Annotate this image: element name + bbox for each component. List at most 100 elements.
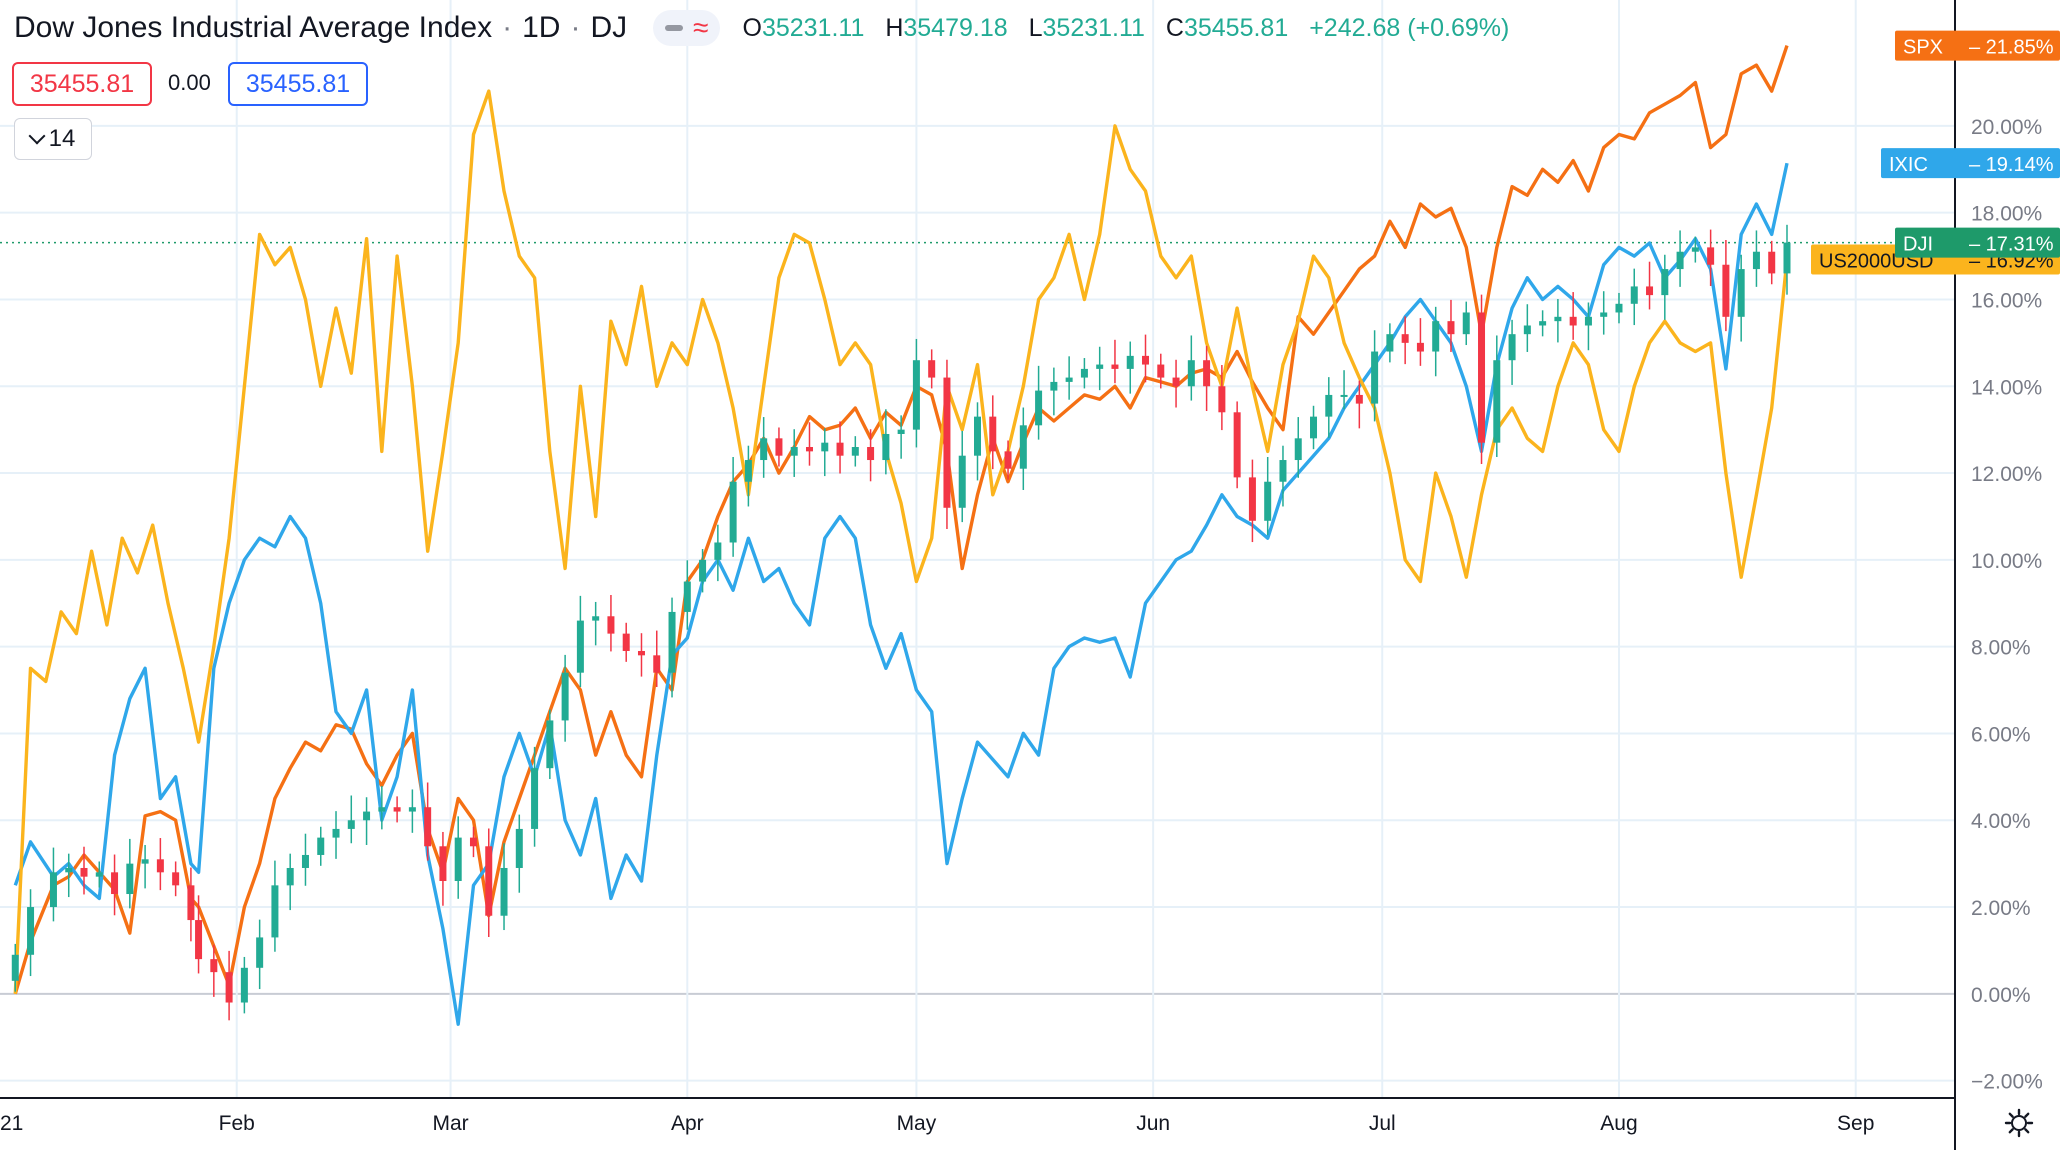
candle-body[interactable] xyxy=(851,447,859,456)
series-line-spx[interactable] xyxy=(13,45,1789,995)
candle-body[interactable] xyxy=(27,907,35,955)
candle-body[interactable] xyxy=(744,460,752,482)
candle-body[interactable] xyxy=(928,360,936,378)
candle-body[interactable] xyxy=(699,559,707,582)
candle-body[interactable] xyxy=(225,972,233,1003)
candle-body[interactable] xyxy=(1172,377,1180,387)
candle-body[interactable] xyxy=(11,954,19,981)
candle-body[interactable] xyxy=(943,377,951,508)
candle-body[interactable] xyxy=(1646,286,1654,296)
candle-body[interactable] xyxy=(1004,451,1012,469)
interval-label[interactable]: 1D xyxy=(522,11,561,44)
candle-body[interactable] xyxy=(1661,269,1669,296)
candle-body[interactable] xyxy=(515,828,523,868)
candle-body[interactable] xyxy=(1600,312,1608,317)
candle-body[interactable] xyxy=(897,429,905,434)
candle-body[interactable] xyxy=(836,442,844,456)
candle-body[interactable] xyxy=(187,885,195,921)
candle-body[interactable] xyxy=(1584,316,1592,326)
candle-body[interactable] xyxy=(576,620,584,673)
candle-body[interactable] xyxy=(1737,269,1745,317)
buy-button[interactable]: 35455.81 xyxy=(228,62,368,106)
candle-body[interactable] xyxy=(439,846,447,882)
series-toggle[interactable]: ≈ xyxy=(653,10,721,46)
candle-body[interactable] xyxy=(1325,394,1333,417)
candle-body[interactable] xyxy=(363,811,371,821)
candle-body[interactable] xyxy=(332,828,340,838)
candle-body[interactable] xyxy=(1447,321,1455,335)
candle-body[interactable] xyxy=(286,867,294,886)
candle-body[interactable] xyxy=(256,937,264,968)
candle-body[interactable] xyxy=(546,720,554,769)
candle-body[interactable] xyxy=(760,438,768,461)
candle-body[interactable] xyxy=(1355,394,1363,404)
candle-body[interactable] xyxy=(1416,342,1424,352)
candle-body[interactable] xyxy=(1508,334,1516,361)
collapse-indicators-button[interactable]: 14 xyxy=(14,118,92,160)
candle-body[interactable] xyxy=(561,672,569,721)
candle-body[interactable] xyxy=(1478,312,1486,443)
candle-body[interactable] xyxy=(156,859,164,873)
candle-body[interactable] xyxy=(141,859,149,864)
candle-body[interactable] xyxy=(1462,312,1470,335)
candle-body[interactable] xyxy=(1218,386,1226,413)
candle-body[interactable] xyxy=(1126,355,1134,369)
candle-body[interactable] xyxy=(668,611,676,673)
candle-body[interactable] xyxy=(80,867,88,877)
candle-body[interactable] xyxy=(317,837,325,855)
candle-body[interactable] xyxy=(301,854,309,868)
candle-body[interactable] xyxy=(653,655,661,673)
candle-body[interactable] xyxy=(989,416,997,452)
candle-body[interactable] xyxy=(531,768,539,829)
candle-body[interactable] xyxy=(1569,316,1577,326)
candle-body[interactable] xyxy=(1065,377,1073,382)
candle-body[interactable] xyxy=(882,433,890,461)
candle-body[interactable] xyxy=(790,447,798,456)
candle-body[interactable] xyxy=(1630,286,1638,304)
candle-body[interactable] xyxy=(1080,368,1088,378)
candle-body[interactable] xyxy=(1248,477,1256,521)
candle-body[interactable] xyxy=(1096,364,1104,369)
candle-body[interactable] xyxy=(1279,460,1287,482)
candle-body[interactable] xyxy=(454,837,462,882)
candle-body[interactable] xyxy=(1783,242,1791,274)
candle-body[interactable] xyxy=(210,959,218,973)
candle-body[interactable] xyxy=(1523,325,1531,335)
candle-body[interactable] xyxy=(1157,364,1165,378)
candle-body[interactable] xyxy=(1111,364,1119,369)
candle-body[interactable] xyxy=(1615,303,1623,313)
candle-body[interactable] xyxy=(95,872,103,877)
series-line-us2000usd[interactable] xyxy=(13,89,1789,994)
candle-body[interactable] xyxy=(729,481,737,543)
candle-body[interactable] xyxy=(821,442,829,452)
candle-body[interactable] xyxy=(1203,360,1211,387)
candle-body[interactable] xyxy=(485,846,493,916)
candle-body[interactable] xyxy=(637,650,645,656)
candle-body[interactable] xyxy=(958,455,966,508)
candle-body[interactable] xyxy=(378,807,386,812)
candle-body[interactable] xyxy=(805,447,813,452)
candle-body[interactable] xyxy=(1233,412,1241,478)
candle-body[interactable] xyxy=(1401,334,1409,343)
candle-body[interactable] xyxy=(49,872,57,908)
candle-body[interactable] xyxy=(1432,321,1440,352)
candle-body[interactable] xyxy=(500,867,508,916)
candle-body[interactable] xyxy=(1691,247,1699,252)
candle-body[interactable] xyxy=(1707,247,1715,265)
candle-body[interactable] xyxy=(775,438,783,456)
candle-body[interactable] xyxy=(1019,425,1027,469)
candle-body[interactable] xyxy=(1035,390,1043,426)
candle-body[interactable] xyxy=(271,885,279,938)
candle-body[interactable] xyxy=(592,616,600,621)
candle-body[interactable] xyxy=(1187,360,1195,387)
candle-body[interactable] xyxy=(172,872,180,886)
candle-body[interactable] xyxy=(393,807,401,812)
candle-body[interactable] xyxy=(1554,316,1562,322)
candle-body[interactable] xyxy=(714,542,722,560)
candle-body[interactable] xyxy=(607,616,615,634)
candle-body[interactable] xyxy=(1493,360,1501,443)
symbol-title[interactable]: Dow Jones Industrial Average Index xyxy=(14,11,493,44)
gear-icon[interactable] xyxy=(2004,1108,2034,1138)
candle-body[interactable] xyxy=(1386,334,1394,352)
